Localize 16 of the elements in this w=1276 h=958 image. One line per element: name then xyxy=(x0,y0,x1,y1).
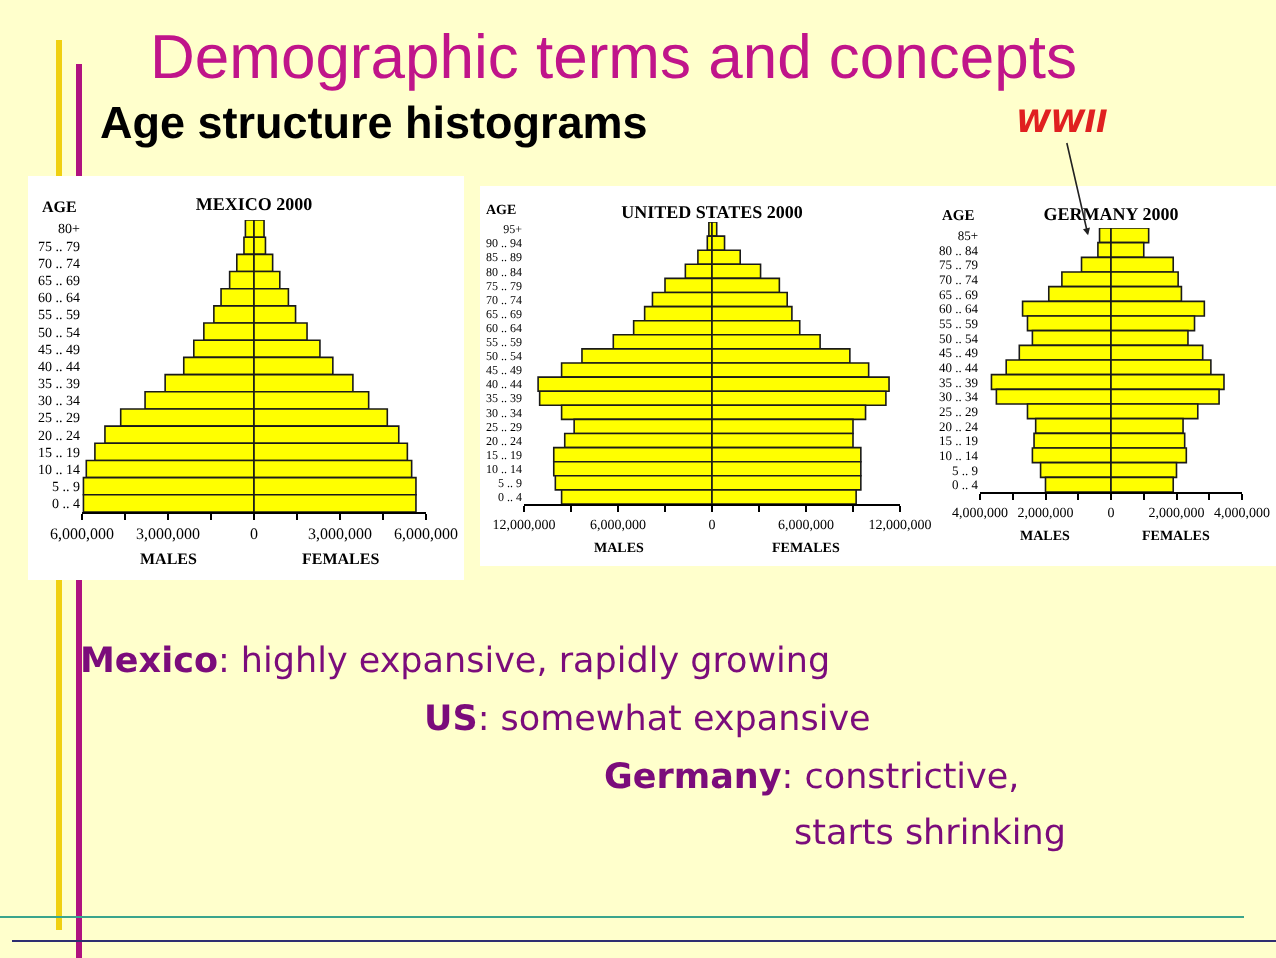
text: MALES xyxy=(140,550,198,568)
text: Age structure histograms xyxy=(100,98,648,150)
text: Mexico: highly expansive, rapidly growing xyxy=(80,640,831,686)
text: US: somewhat expansive xyxy=(424,698,871,744)
chart-title: MEXICO 2000 xyxy=(195,194,314,215)
x-tick-label: 0 xyxy=(250,525,258,544)
text: Demographic terms and concepts xyxy=(150,22,1078,94)
x-tick-label: 6,000,000 xyxy=(50,525,114,544)
x-tick-label: 3,000,000 xyxy=(308,525,372,544)
x-tick-label: 6,000,000 xyxy=(394,525,458,544)
chart-title: UNITED STATES 2000 xyxy=(621,202,804,223)
y-axis-title: AGE xyxy=(42,198,77,216)
text: Germany: constrictive, starts shrinking xyxy=(604,756,1066,858)
annotation: WWII xyxy=(1016,104,1108,140)
x-tick-label: 3,000,000 xyxy=(136,525,200,544)
text: FEMALES xyxy=(302,550,381,568)
